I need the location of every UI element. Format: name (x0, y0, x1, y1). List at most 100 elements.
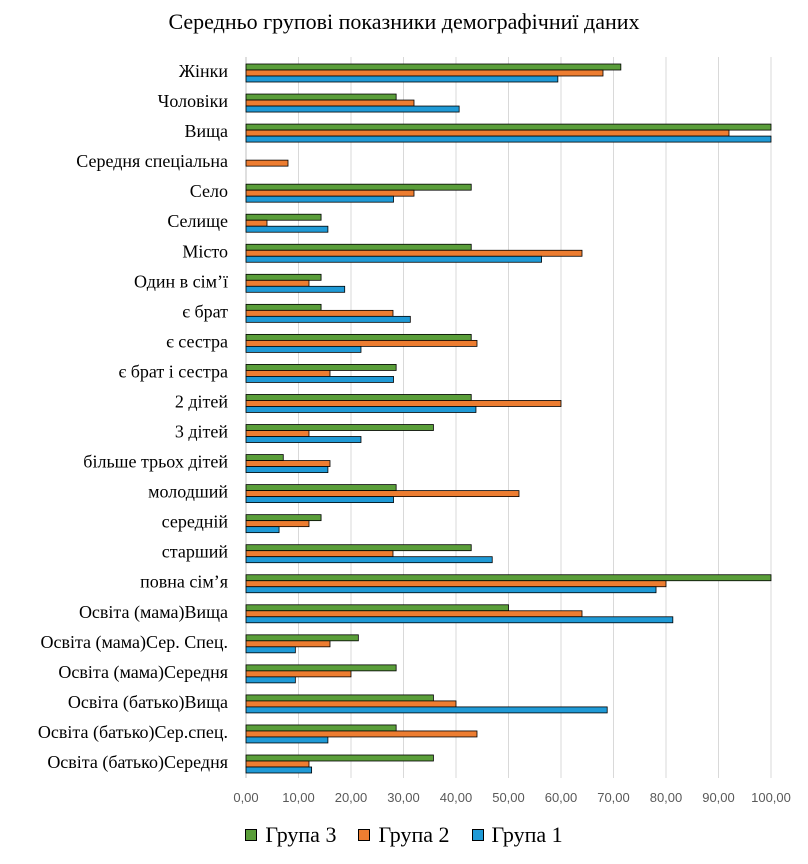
chart-title: Середньо групові показники демографічниї… (168, 9, 640, 34)
bar (245, 466, 329, 473)
bar (245, 159, 289, 167)
bar (245, 195, 394, 203)
bar (245, 646, 296, 654)
category-label: є брат (182, 301, 228, 321)
bar (245, 424, 434, 431)
bar (245, 93, 397, 101)
category-label: Освіта (мама)Сер. Спец. (40, 632, 228, 653)
bar (245, 213, 322, 221)
bar (245, 526, 280, 534)
legend-swatch (471, 829, 484, 841)
bar (245, 63, 622, 71)
bar (245, 634, 359, 642)
bar (245, 315, 411, 323)
category-label: Вища (185, 121, 229, 141)
bar (245, 484, 397, 492)
bar (245, 736, 329, 744)
bar (245, 730, 478, 738)
category-label: Чоловіки (158, 91, 229, 111)
category-label: Освіта (батько)Вища (68, 692, 228, 713)
category-label: Освіта (батько)Середня (47, 752, 228, 773)
x-tick-label: 70,00 (597, 790, 630, 805)
bar (245, 394, 472, 401)
bar (245, 135, 772, 143)
bar (245, 490, 520, 498)
bar (245, 376, 394, 383)
bar (245, 556, 493, 564)
bar (245, 243, 472, 251)
bar (245, 454, 284, 461)
legend-label: Група 1 (491, 822, 563, 847)
bar (245, 249, 583, 257)
category-label: Освіта (мама)Середня (58, 662, 228, 683)
bar (245, 105, 460, 113)
bar (245, 724, 397, 732)
bar (245, 550, 394, 558)
category-label: більше трьох дітей (83, 452, 228, 472)
bar (245, 760, 310, 768)
x-tick-label: 10,00 (282, 790, 315, 805)
bar (245, 664, 397, 672)
bar (245, 436, 362, 443)
x-tick-label: 50,00 (492, 790, 525, 805)
legend-swatch (358, 829, 371, 841)
bar (245, 544, 472, 552)
bar (245, 255, 542, 263)
category-label: Один в сім’ї (134, 271, 228, 291)
legend-label: Група 3 (265, 822, 337, 847)
legend-item: Група 1 (471, 822, 563, 848)
bar (245, 285, 346, 293)
bar (245, 574, 772, 582)
bar (245, 514, 322, 522)
bar (245, 309, 394, 317)
legend-item: Група 2 (358, 822, 450, 848)
bar (245, 279, 310, 287)
x-tick-label: 60,00 (545, 790, 578, 805)
legend-swatch (245, 829, 258, 841)
category-label: Селище (167, 211, 228, 231)
bar (245, 273, 322, 281)
x-tick-label: 80,00 (650, 790, 683, 805)
bar (245, 99, 415, 107)
bar (245, 700, 457, 708)
category-label: 2 дітей (175, 391, 229, 411)
bar (245, 333, 472, 341)
bar (245, 640, 331, 648)
category-label: молодший (148, 482, 228, 502)
bar (245, 754, 434, 762)
bar (245, 460, 331, 467)
bar (245, 129, 730, 137)
category-label: Середня спеціальна (76, 151, 228, 171)
x-tick-label: 0,00 (233, 790, 258, 805)
category-label: 3 дітей (175, 422, 229, 442)
bar (245, 676, 296, 684)
category-label: старший (162, 542, 229, 562)
bar (245, 364, 397, 371)
bar (245, 496, 394, 504)
bar (245, 69, 604, 77)
category-label: Освіта (мама)Вища (79, 602, 228, 623)
x-tick-label: 40,00 (440, 790, 473, 805)
category-label: Село (190, 181, 228, 201)
bar (245, 303, 322, 311)
category-label: є сестра (166, 331, 228, 351)
bar (245, 706, 608, 714)
bar (245, 123, 772, 131)
legend-item: Група 3 (245, 822, 336, 848)
x-tick-label: 100,00 (751, 790, 791, 805)
bar (245, 670, 352, 678)
bar (245, 586, 657, 594)
category-label: повна сім’я (140, 572, 228, 592)
bar (245, 183, 472, 191)
category-label: Місто (182, 241, 228, 261)
category-label: Жінки (179, 61, 229, 81)
x-tick-label: 90,00 (702, 790, 735, 805)
bar (245, 430, 310, 437)
bar (245, 406, 477, 413)
bar (245, 75, 559, 83)
category-label: Освіта (батько)Сер.спец. (38, 722, 228, 743)
bar (245, 339, 478, 347)
bar (245, 400, 562, 407)
